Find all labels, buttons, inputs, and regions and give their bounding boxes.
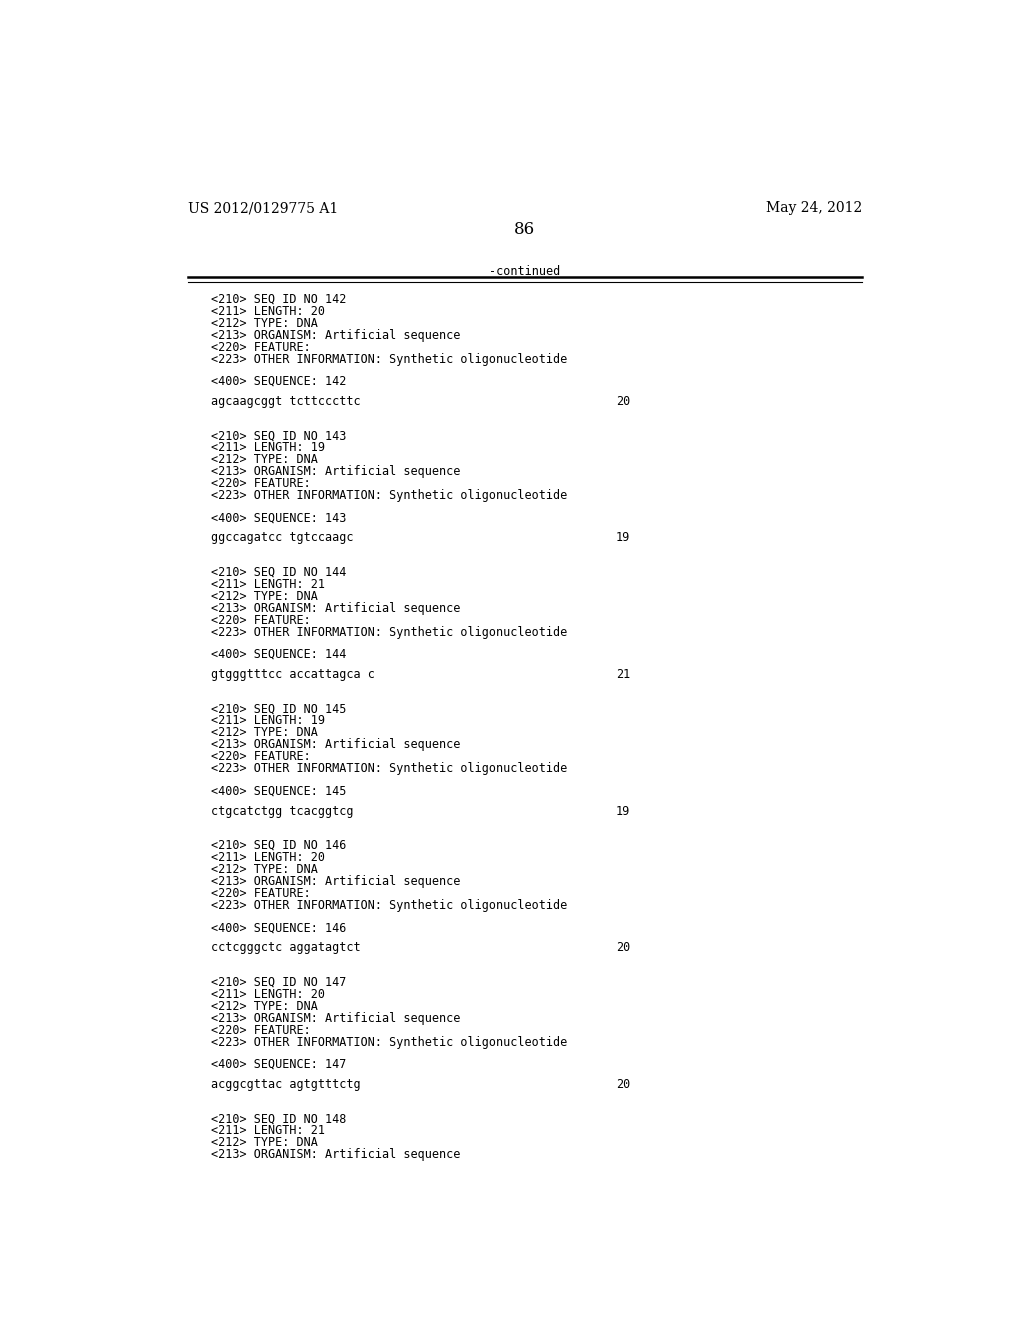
Text: <400> SEQUENCE: 142: <400> SEQUENCE: 142 <box>211 375 347 388</box>
Text: <211> LENGTH: 21: <211> LENGTH: 21 <box>211 578 326 591</box>
Text: <400> SEQUENCE: 145: <400> SEQUENCE: 145 <box>211 784 347 797</box>
Text: <223> OTHER INFORMATION: Synthetic oligonucleotide: <223> OTHER INFORMATION: Synthetic oligo… <box>211 1036 567 1048</box>
Text: <223> OTHER INFORMATION: Synthetic oligonucleotide: <223> OTHER INFORMATION: Synthetic oligo… <box>211 899 567 912</box>
Text: 20: 20 <box>616 395 631 408</box>
Text: <210> SEQ ID NO 144: <210> SEQ ID NO 144 <box>211 566 347 578</box>
Text: <210> SEQ ID NO 146: <210> SEQ ID NO 146 <box>211 840 347 851</box>
Text: <400> SEQUENCE: 147: <400> SEQUENCE: 147 <box>211 1057 347 1071</box>
Text: agcaagcggt tcttcccttc: agcaagcggt tcttcccttc <box>211 395 360 408</box>
Text: <210> SEQ ID NO 148: <210> SEQ ID NO 148 <box>211 1113 347 1125</box>
Text: <213> ORGANISM: Artificial sequence: <213> ORGANISM: Artificial sequence <box>211 875 461 888</box>
Text: acggcgttac agtgtttctg: acggcgttac agtgtttctg <box>211 1078 360 1090</box>
Text: <210> SEQ ID NO 145: <210> SEQ ID NO 145 <box>211 702 347 715</box>
Text: <213> ORGANISM: Artificial sequence: <213> ORGANISM: Artificial sequence <box>211 1148 461 1162</box>
Text: <212> TYPE: DNA: <212> TYPE: DNA <box>211 726 318 739</box>
Text: <213> ORGANISM: Artificial sequence: <213> ORGANISM: Artificial sequence <box>211 602 461 615</box>
Text: <223> OTHER INFORMATION: Synthetic oligonucleotide: <223> OTHER INFORMATION: Synthetic oligo… <box>211 626 567 639</box>
Text: <223> OTHER INFORMATION: Synthetic oligonucleotide: <223> OTHER INFORMATION: Synthetic oligo… <box>211 763 567 775</box>
Text: <223> OTHER INFORMATION: Synthetic oligonucleotide: <223> OTHER INFORMATION: Synthetic oligo… <box>211 352 567 366</box>
Text: cctcgggctc aggatagtct: cctcgggctc aggatagtct <box>211 941 360 954</box>
Text: <400> SEQUENCE: 143: <400> SEQUENCE: 143 <box>211 511 347 524</box>
Text: <212> TYPE: DNA: <212> TYPE: DNA <box>211 1137 318 1150</box>
Text: <211> LENGTH: 20: <211> LENGTH: 20 <box>211 987 326 1001</box>
Text: <220> FEATURE:: <220> FEATURE: <box>211 750 311 763</box>
Text: 19: 19 <box>616 805 631 817</box>
Text: <211> LENGTH: 19: <211> LENGTH: 19 <box>211 441 326 454</box>
Text: 19: 19 <box>616 532 631 544</box>
Text: <211> LENGTH: 19: <211> LENGTH: 19 <box>211 714 326 727</box>
Text: <213> ORGANISM: Artificial sequence: <213> ORGANISM: Artificial sequence <box>211 329 461 342</box>
Text: <213> ORGANISM: Artificial sequence: <213> ORGANISM: Artificial sequence <box>211 465 461 478</box>
Text: <213> ORGANISM: Artificial sequence: <213> ORGANISM: Artificial sequence <box>211 738 461 751</box>
Text: <400> SEQUENCE: 146: <400> SEQUENCE: 146 <box>211 921 347 935</box>
Text: <210> SEQ ID NO 142: <210> SEQ ID NO 142 <box>211 293 347 305</box>
Text: <213> ORGANISM: Artificial sequence: <213> ORGANISM: Artificial sequence <box>211 1011 461 1024</box>
Text: <220> FEATURE:: <220> FEATURE: <box>211 341 311 354</box>
Text: <220> FEATURE:: <220> FEATURE: <box>211 887 311 900</box>
Text: 20: 20 <box>616 1078 631 1090</box>
Text: gtgggtttcc accattagca c: gtgggtttcc accattagca c <box>211 668 375 681</box>
Text: 21: 21 <box>616 668 631 681</box>
Text: <220> FEATURE:: <220> FEATURE: <box>211 477 311 490</box>
Text: <211> LENGTH: 21: <211> LENGTH: 21 <box>211 1125 326 1138</box>
Text: <212> TYPE: DNA: <212> TYPE: DNA <box>211 590 318 603</box>
Text: 20: 20 <box>616 941 631 954</box>
Text: ggccagatcc tgtccaagc: ggccagatcc tgtccaagc <box>211 532 354 544</box>
Text: <212> TYPE: DNA: <212> TYPE: DNA <box>211 317 318 330</box>
Text: <212> TYPE: DNA: <212> TYPE: DNA <box>211 999 318 1012</box>
Text: <211> LENGTH: 20: <211> LENGTH: 20 <box>211 851 326 865</box>
Text: <211> LENGTH: 20: <211> LENGTH: 20 <box>211 305 326 318</box>
Text: <220> FEATURE:: <220> FEATURE: <box>211 1023 311 1036</box>
Text: <400> SEQUENCE: 144: <400> SEQUENCE: 144 <box>211 648 347 661</box>
Text: <212> TYPE: DNA: <212> TYPE: DNA <box>211 863 318 876</box>
Text: 86: 86 <box>514 222 536 239</box>
Text: <210> SEQ ID NO 143: <210> SEQ ID NO 143 <box>211 429 347 442</box>
Text: <212> TYPE: DNA: <212> TYPE: DNA <box>211 453 318 466</box>
Text: May 24, 2012: May 24, 2012 <box>766 201 862 215</box>
Text: <220> FEATURE:: <220> FEATURE: <box>211 614 311 627</box>
Text: US 2012/0129775 A1: US 2012/0129775 A1 <box>187 201 338 215</box>
Text: <223> OTHER INFORMATION: Synthetic oligonucleotide: <223> OTHER INFORMATION: Synthetic oligo… <box>211 490 567 502</box>
Text: -continued: -continued <box>489 265 560 279</box>
Text: <210> SEQ ID NO 147: <210> SEQ ID NO 147 <box>211 975 347 989</box>
Text: ctgcatctgg tcacggtcg: ctgcatctgg tcacggtcg <box>211 805 354 817</box>
